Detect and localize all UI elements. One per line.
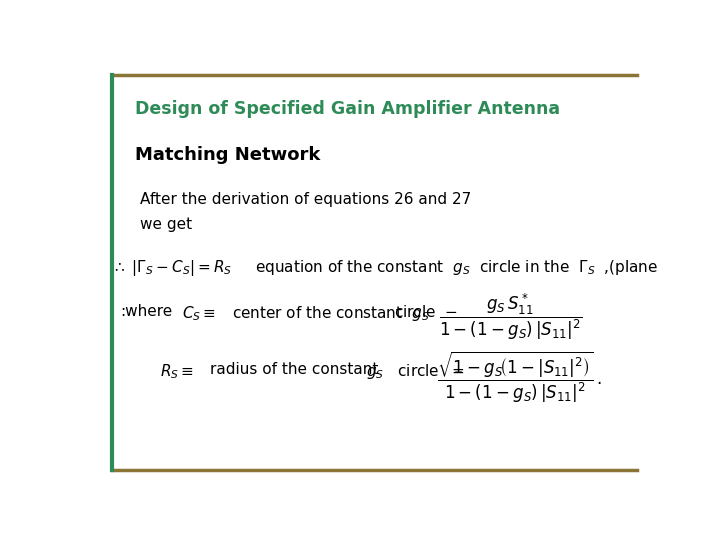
Text: $g_S$   circle  $=$: $g_S$ circle $=$ — [366, 362, 464, 381]
Text: $\dfrac{\sqrt{1-g_S\!\left(1-|S_{11}|^2\right)}}{1-(1-g_S)\,|S_{11}|^2}\,.$: $\dfrac{\sqrt{1-g_S\!\left(1-|S_{11}|^2\… — [437, 349, 602, 405]
Text: $R_S\equiv$: $R_S\equiv$ — [160, 362, 194, 381]
Text: $\dfrac{g_S\,S_{11}^*}{1-(1-g_S)\,|S_{11}|^2}$: $\dfrac{g_S\,S_{11}^*}{1-(1-g_S)\,|S_{11… — [438, 292, 582, 342]
Text: $\therefore\;|\Gamma_S - C_S| = R_S$: $\therefore\;|\Gamma_S - C_S| = R_S$ — [112, 258, 233, 278]
Text: center of the constant  $g_S$: center of the constant $g_S$ — [233, 304, 430, 323]
Text: After the derivation of equations 26 and 27: After the derivation of equations 26 and… — [140, 192, 472, 207]
Text: equation of the constant  $g_S$  circle in the  $\Gamma_S$  ,(plane: equation of the constant $g_S$ circle in… — [255, 258, 658, 277]
Text: Matching Network: Matching Network — [135, 146, 320, 164]
Text: :where: :where — [121, 304, 173, 319]
Text: circle  $-$: circle $-$ — [394, 304, 458, 320]
Text: $C_S\equiv$: $C_S\equiv$ — [182, 304, 216, 322]
Text: Design of Specified Gain Amplifier Antenna: Design of Specified Gain Amplifier Anten… — [135, 100, 559, 118]
Text: radius of the constant: radius of the constant — [210, 362, 378, 377]
Text: we get: we get — [140, 217, 192, 232]
